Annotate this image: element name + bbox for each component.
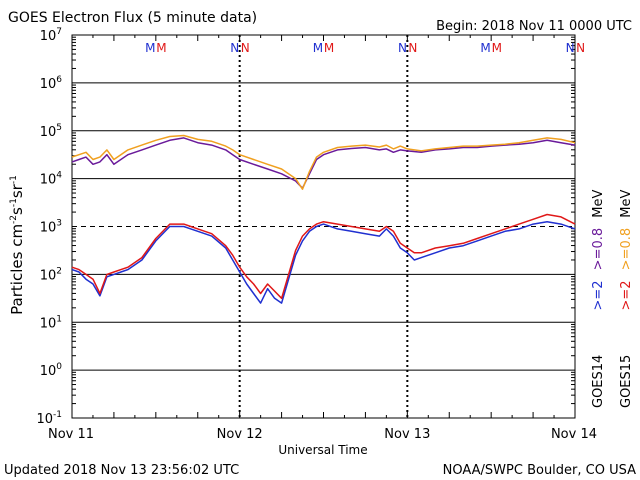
legend-goes14: GOES14 >=2 >=0.8 MeV — [591, 190, 606, 408]
y-tick-exponent: 7 — [56, 27, 62, 37]
series-lines — [71, 134, 576, 304]
y-tick-base: 10 — [40, 77, 57, 92]
y-axis-label: Particles cm-2s-1sr-1 — [8, 175, 26, 315]
y-axis-label-mid1: s — [8, 207, 26, 215]
legend-goes14-unit: MeV — [591, 190, 606, 218]
y-tick-label: 102 — [40, 266, 62, 283]
y-tick-exponent: 5 — [56, 123, 62, 133]
legend-goes14-ge2: >=2 — [591, 280, 606, 310]
y-tick-base: 10 — [36, 412, 53, 427]
y-tick-base: 10 — [40, 364, 57, 379]
y-tick-exponent: 3 — [56, 219, 62, 229]
marker-label: M — [324, 41, 334, 55]
legend-goes15-ge08: >=0.8 — [619, 228, 634, 270]
updated-time: Updated 2018 Nov 13 23:56:02 UTC — [4, 463, 239, 478]
x-tick-label: Nov 12 — [217, 427, 263, 442]
series-line — [71, 134, 576, 190]
y-tick-exponent: -1 — [53, 410, 62, 420]
y-tick-label: 105 — [40, 123, 62, 140]
marker-label: N — [576, 41, 585, 55]
y-axis-label-sup3: -1 — [9, 175, 19, 184]
y-tick-label: 106 — [40, 75, 63, 92]
y-tick-base: 10 — [40, 221, 57, 236]
marker-label: M — [313, 41, 323, 55]
marker-label: M — [156, 41, 166, 55]
day-dividers — [238, 35, 409, 418]
x-tick-label: Nov 13 — [384, 427, 430, 442]
y-axis-label-sup1: -2 — [9, 215, 19, 224]
y-tick-base: 10 — [40, 125, 57, 140]
legend-goes14-sat: GOES14 — [591, 355, 606, 408]
x-axis-label: Universal Time — [278, 443, 367, 457]
y-tick-label: 101 — [40, 314, 62, 331]
marker-label: N — [408, 41, 417, 55]
y-axis-label-main: Particles cm — [8, 224, 26, 315]
series-line — [71, 137, 576, 189]
chart-title: GOES Electron Flux (5 minute data) — [8, 10, 257, 26]
legend-goes14-ge08: >=0.8 — [591, 228, 606, 270]
y-tick-label: 10-1 — [36, 410, 62, 427]
marker-label: N — [241, 41, 250, 55]
series-line — [71, 213, 576, 300]
legend-goes15-sat: GOES15 — [619, 355, 634, 408]
legend-goes15-ge2: >=2 — [619, 280, 634, 310]
y-tick-exponent: 1 — [56, 314, 62, 324]
y-tick-label: 107 — [40, 27, 62, 44]
y-tick-base: 10 — [40, 173, 57, 188]
marker-label: N — [230, 41, 239, 55]
legend-goes15-unit: MeV — [619, 190, 634, 218]
y-tick-label: 104 — [40, 171, 63, 188]
y-tick-exponent: 6 — [56, 75, 62, 85]
marker-label: M — [480, 41, 490, 55]
x-tick-label: Nov 11 — [48, 427, 94, 442]
y-tick-exponent: 2 — [56, 266, 62, 276]
marker-label: M — [492, 41, 502, 55]
y-tick-base: 10 — [40, 29, 57, 44]
x-tick-label: Nov 14 — [551, 427, 597, 442]
legend-goes15: GOES15 >=2 >=0.8 MeV — [619, 190, 634, 408]
series-line — [71, 220, 576, 304]
y-tick-label: 100 — [40, 362, 63, 379]
y-axis-label-sup2: -1 — [9, 198, 19, 207]
marker-label: N — [398, 41, 407, 55]
grid-lines — [72, 36, 575, 405]
begin-time: Begin: 2018 Nov 11 0000 UTC — [436, 19, 632, 34]
x-axis-ticks: Nov 11 Nov 12 Nov 13 Nov 14 — [48, 35, 597, 442]
legend: GOES14 >=2 >=0.8 MeV GOES15 >=2 >=0.8 Me… — [591, 190, 634, 408]
y-axis-label-mid2: sr — [8, 183, 26, 198]
y-tick-label: 103 — [40, 219, 62, 236]
marker-label: M — [145, 41, 155, 55]
y-tick-exponent: 4 — [56, 171, 62, 181]
y-tick-base: 10 — [40, 316, 57, 331]
y-tick-base: 10 — [40, 268, 57, 283]
marker-label: N — [566, 41, 575, 55]
y-tick-exponent: 0 — [56, 362, 62, 372]
credit: NOAA/SWPC Boulder, CO USA — [443, 463, 636, 478]
